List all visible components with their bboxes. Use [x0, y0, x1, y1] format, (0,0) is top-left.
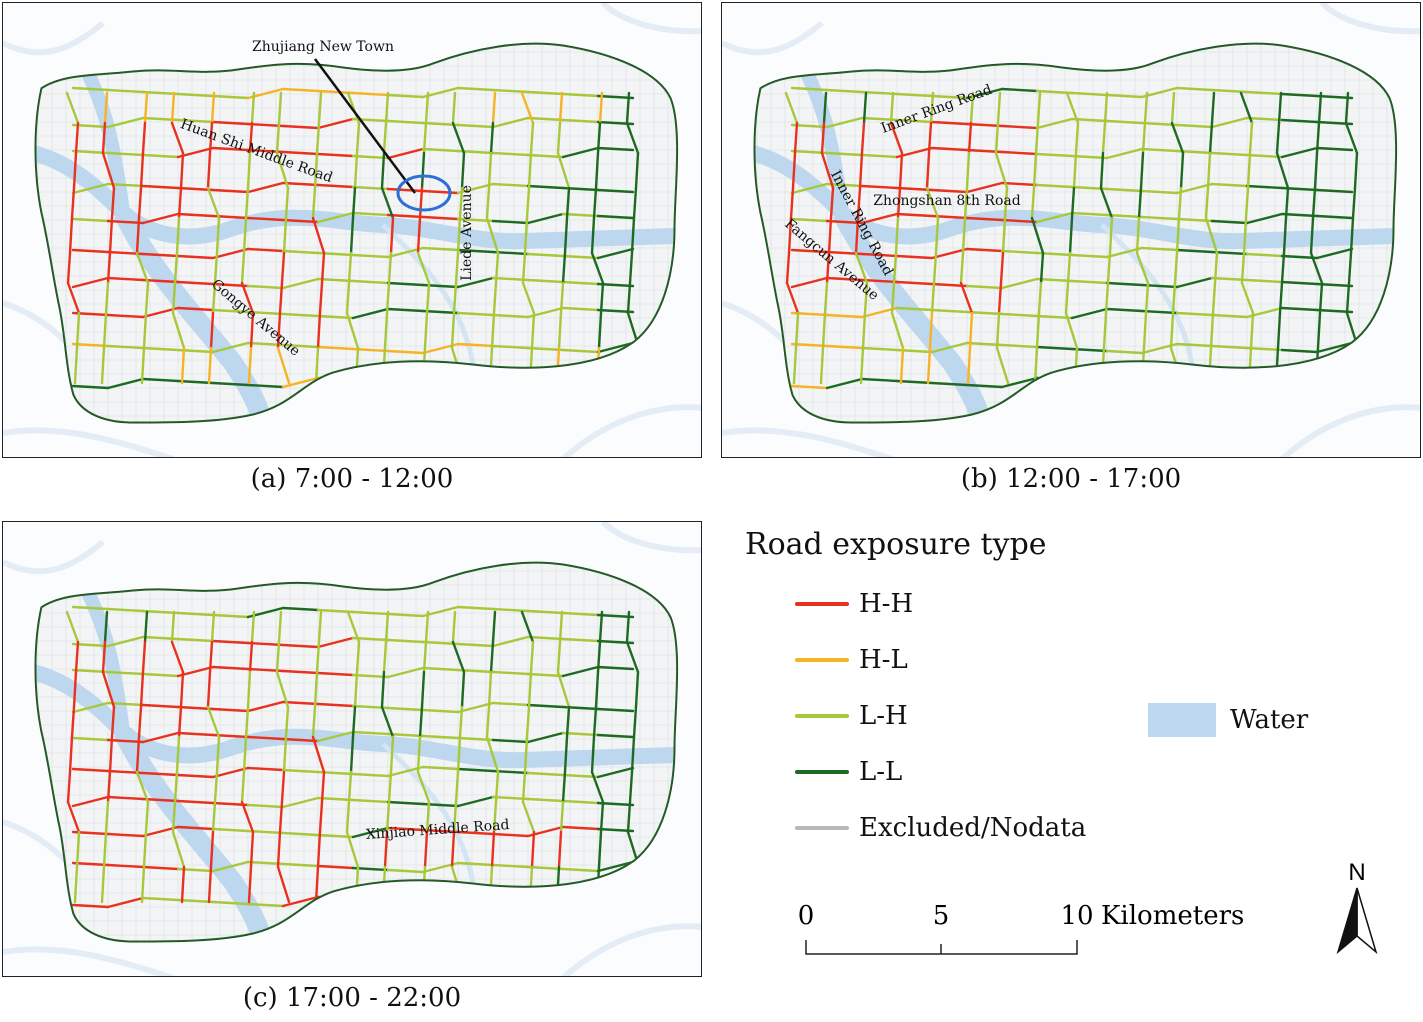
- legend-item-nodata: Excluded/Nodata: [795, 808, 1086, 848]
- map-panel-a: Zhujiang New Town Huan Shi Middle Road Lie…: [2, 2, 702, 458]
- map-panel-b: Inner Ring Road Inner Ring Road Zhongshan …: [721, 2, 1421, 458]
- legend-label-water: Water: [1230, 705, 1309, 735]
- map-c-canvas: Xinjiao Middle Road: [3, 522, 701, 976]
- legend-swatch-nodata: [795, 826, 849, 830]
- legend-item-lh: L-H: [795, 696, 908, 736]
- label-liede-avenue: Liede Avenue: [459, 185, 475, 281]
- legend-swatch-hl: [795, 658, 849, 662]
- legend-swatch-hh: [795, 602, 849, 606]
- scale-bar-line: [805, 940, 1078, 955]
- legend-label-hl: H-L: [859, 645, 908, 675]
- legend-swatch-lh: [795, 714, 849, 718]
- legend-item-hl: H-L: [795, 640, 908, 680]
- legend-label-hh: H-H: [859, 589, 914, 619]
- scale-tick-5: 5: [933, 901, 950, 931]
- legend-item-water: Water: [1148, 703, 1308, 737]
- zhujiang-leader-line: [313, 58, 417, 194]
- north-arrow-icon: N: [1336, 859, 1378, 955]
- map-panel-c: Xinjiao Middle Road: [2, 521, 702, 977]
- legend-item-ll: L-L: [795, 752, 902, 792]
- label-zhongshan-8th-road: Zhongshan 8th Road: [873, 193, 1020, 209]
- legend-label-ll: L-L: [859, 757, 903, 787]
- scale-tick-10: 10: [1060, 901, 1093, 931]
- panel-a-caption: (a) 7:00 - 12:00: [250, 464, 454, 494]
- scale-bar: 0 5 10 Kilometers: [798, 901, 1244, 955]
- legend-label-lh: L-H: [859, 701, 908, 731]
- north-label: N: [1348, 859, 1365, 886]
- legend-title: Road exposure type: [745, 527, 1047, 562]
- zhujiang-highlight-circle: [396, 174, 452, 212]
- panel-b-caption: (b) 12:00 - 17:00: [960, 464, 1182, 494]
- scale-tick-0: 0: [798, 901, 815, 931]
- legend-label-nodata: Excluded/Nodata: [859, 813, 1087, 843]
- legend-swatch-ll: [795, 770, 849, 774]
- panel-c-caption: (c) 17:00 - 22:00: [242, 983, 462, 1013]
- legend-item-hh: H-H: [795, 584, 913, 624]
- scale-unit: Kilometers: [1101, 901, 1244, 931]
- legend-swatch-water: [1148, 703, 1216, 737]
- label-zhujiang-new-town: Zhujiang New Town: [252, 39, 394, 55]
